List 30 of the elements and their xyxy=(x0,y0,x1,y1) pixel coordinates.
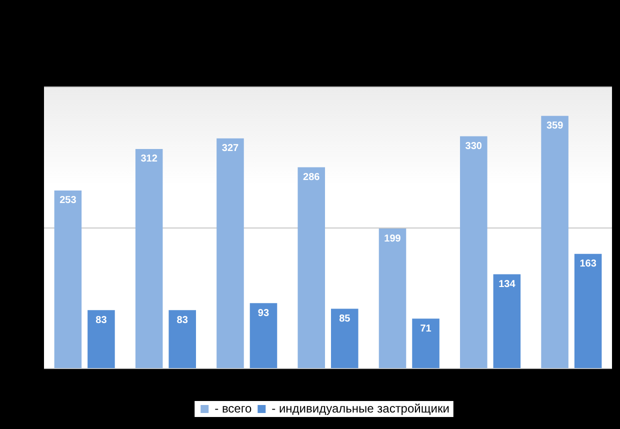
data-label: 83 xyxy=(176,314,188,326)
bar xyxy=(460,136,488,368)
data-label: 286 xyxy=(303,172,320,184)
data-label: 134 xyxy=(498,279,516,290)
bar xyxy=(250,303,278,368)
bar xyxy=(378,228,406,368)
bar xyxy=(574,254,602,368)
data-label: 83 xyxy=(96,314,108,326)
bar xyxy=(541,116,568,368)
bar xyxy=(298,167,326,368)
bar xyxy=(493,274,521,368)
data-label: 312 xyxy=(140,154,158,165)
bar xyxy=(168,310,196,368)
data-label: 359 xyxy=(546,120,564,132)
data-label: 199 xyxy=(384,233,402,244)
bar xyxy=(88,310,115,368)
data-label: 327 xyxy=(222,143,239,154)
legend-label: - индивидуальные застройщики xyxy=(272,401,450,416)
data-label: 163 xyxy=(580,258,597,270)
bar xyxy=(54,190,82,368)
data-label: 330 xyxy=(465,141,482,152)
data-label: 85 xyxy=(339,314,351,325)
bar xyxy=(330,308,358,368)
data-label: 253 xyxy=(60,195,77,206)
data-label: 93 xyxy=(258,308,270,319)
bar xyxy=(412,318,440,368)
data-label: 71 xyxy=(420,323,432,334)
bar xyxy=(135,148,163,368)
legend-label: - всего xyxy=(214,401,252,416)
bar xyxy=(216,138,244,368)
